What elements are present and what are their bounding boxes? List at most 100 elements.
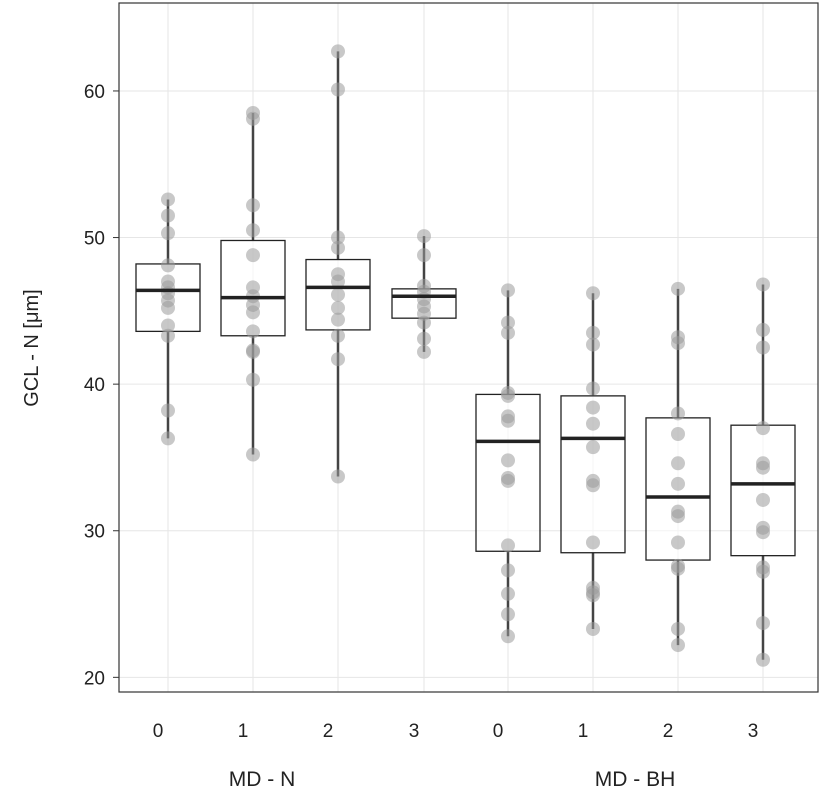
data-point (417, 248, 431, 263)
data-point (671, 476, 685, 491)
x-tick-label: 3 (748, 721, 759, 742)
data-point (586, 621, 600, 636)
data-point (756, 277, 770, 292)
data-point (246, 248, 260, 263)
data-point (671, 426, 685, 441)
data-point (586, 535, 600, 550)
data-point (501, 629, 515, 644)
data-point (756, 525, 770, 540)
data-point (246, 372, 260, 387)
box-group (645, 281, 711, 653)
data-point (671, 406, 685, 421)
data-point (756, 492, 770, 507)
x-axis-ticks: 0 1 2 3 0 1 2 3 (153, 721, 759, 742)
data-point (331, 230, 345, 245)
data-point (246, 324, 260, 339)
data-point (417, 331, 431, 346)
box-group (135, 192, 201, 446)
data-point (671, 336, 685, 351)
data-point (501, 586, 515, 601)
data-point (161, 328, 175, 343)
data-point (501, 473, 515, 488)
plot-frame (118, 2, 819, 693)
data-point (331, 240, 345, 255)
group-label-md-n: MD - N (229, 768, 296, 791)
data-point (671, 281, 685, 296)
y-tick-label: 50 (84, 229, 105, 250)
data-point (161, 300, 175, 315)
data-point (501, 607, 515, 622)
box-group (560, 286, 626, 636)
data-point (246, 344, 260, 359)
data-point (417, 229, 431, 244)
boxes-layer (135, 44, 796, 667)
data-point (331, 300, 345, 315)
data-point (161, 208, 175, 223)
data-point (756, 340, 770, 355)
data-point (161, 192, 175, 207)
data-point (331, 82, 345, 97)
data-point (501, 325, 515, 340)
x-tick-label: 1 (578, 721, 589, 742)
data-point (331, 312, 345, 327)
data-point (671, 638, 685, 653)
data-point (756, 322, 770, 337)
data-point (586, 381, 600, 396)
data-point (161, 431, 175, 446)
data-point (586, 325, 600, 340)
data-point (756, 460, 770, 475)
y-tick-label: 60 (84, 82, 105, 103)
data-point (246, 198, 260, 213)
data-point (246, 447, 260, 462)
data-point (501, 413, 515, 428)
data-point (586, 440, 600, 455)
box-group (730, 277, 796, 667)
data-point (501, 315, 515, 330)
data-point (331, 328, 345, 343)
y-tick-label: 20 (84, 668, 105, 689)
data-point (586, 416, 600, 431)
data-point (246, 305, 260, 320)
data-point (586, 337, 600, 352)
data-point (331, 287, 345, 302)
data-point (756, 421, 770, 436)
data-point (161, 258, 175, 273)
x-tick-label: 1 (238, 721, 249, 742)
y-tick-label: 40 (84, 375, 105, 396)
data-point (671, 561, 685, 576)
data-point (756, 616, 770, 631)
data-point (501, 563, 515, 578)
data-point (671, 456, 685, 471)
data-point (331, 352, 345, 367)
data-point (331, 44, 345, 59)
data-point (246, 111, 260, 126)
x-tick-label: 2 (663, 721, 674, 742)
box-group (475, 283, 541, 644)
y-tick-label: 30 (84, 522, 105, 543)
data-point (501, 283, 515, 298)
y-axis-ticks: 20 30 40 50 60 (84, 82, 119, 689)
data-point (586, 588, 600, 603)
data-point (671, 621, 685, 636)
data-point (161, 226, 175, 241)
data-point (331, 274, 345, 289)
data-point (501, 388, 515, 403)
data-point (671, 509, 685, 524)
x-tick-label: 3 (409, 721, 420, 742)
box-group (220, 105, 286, 462)
x-tick-label: 2 (323, 721, 334, 742)
x-tick-label: 0 (493, 721, 504, 742)
data-point (331, 469, 345, 484)
data-point (586, 286, 600, 301)
group-label-md-bh: MD - BH (595, 768, 676, 791)
data-point (161, 403, 175, 418)
data-point (501, 453, 515, 468)
data-point (246, 223, 260, 238)
box-group (391, 229, 457, 359)
data-point (586, 478, 600, 493)
x-tick-label: 0 (153, 721, 164, 742)
box-group (305, 44, 371, 484)
data-point (161, 318, 175, 333)
data-point (756, 564, 770, 579)
